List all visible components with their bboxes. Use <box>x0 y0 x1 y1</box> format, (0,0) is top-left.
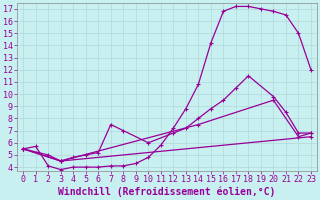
X-axis label: Windchill (Refroidissement éolien,°C): Windchill (Refroidissement éolien,°C) <box>58 187 276 197</box>
